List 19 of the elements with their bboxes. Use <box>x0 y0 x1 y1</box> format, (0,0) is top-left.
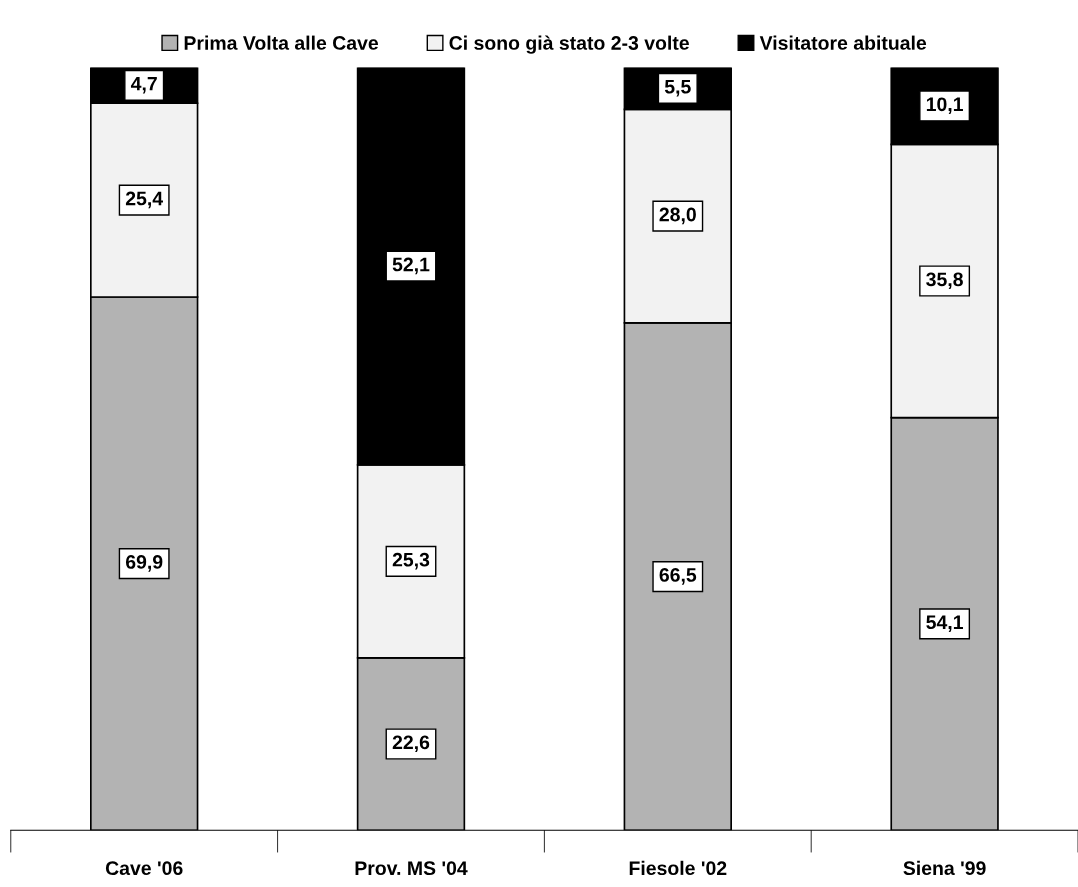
data-label: 10,1 <box>926 97 963 114</box>
legend-label: Ci sono già stato 2-3 volte <box>449 35 689 54</box>
x-tick-label: Cave '06 <box>105 861 183 876</box>
data-label: 54,1 <box>926 615 963 632</box>
legend-label: Prima Volta alle Cave <box>184 35 379 50</box>
data-label: 28,0 <box>659 207 696 225</box>
x-tick-label: Siena '99 <box>903 860 986 876</box>
data-label: 22,6 <box>392 735 430 753</box>
data-label: 69,9 <box>125 555 163 572</box>
data-label: 52,1 <box>392 257 430 275</box>
data-label: 25,4 <box>125 191 163 209</box>
data-label: 25,3 <box>392 552 430 570</box>
data-label: 35,8 <box>926 272 963 290</box>
legend-label: Visitatore abituale <box>759 35 927 50</box>
data-label: 4,7 <box>130 76 157 94</box>
data-label: 66,5 <box>659 568 697 585</box>
data-label: 5,5 <box>664 80 691 97</box>
x-tick-label: Fiesole '02 <box>629 860 727 876</box>
x-tick-label: Prov. MS '04 <box>355 861 468 876</box>
